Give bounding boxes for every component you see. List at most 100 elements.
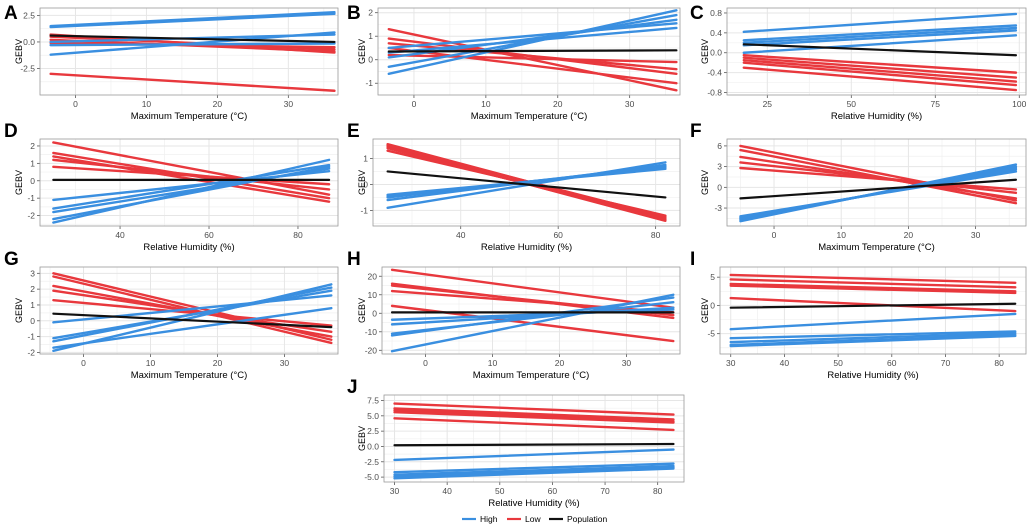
x-axis-label: Maximum Temperature (°C): [131, 370, 248, 381]
y-tick-label: -0.4: [707, 68, 722, 78]
series-line-high: [742, 12, 1018, 34]
y-tick-label: -5.0: [364, 472, 379, 482]
series-line-high: [742, 29, 1018, 47]
series-line-low: [393, 417, 675, 432]
panel-a: A 0 10 20 30 2.5 0.0 -2.5 Maximum Temperature (°…: [4, 3, 339, 122]
y-tick-label: 0: [30, 176, 35, 186]
x-tick-label: 60: [204, 230, 214, 240]
x-tick-label: 70: [600, 486, 610, 496]
x-axis-label: Relative Humidity (%): [831, 111, 922, 122]
x-tick-label: 30: [971, 230, 981, 240]
panel-j: J 30 40 50 60 70 80 7.5 5.0 2.5 0.0 -2.5 -5.0 Relativ…: [347, 377, 685, 509]
plot-frame: [377, 7, 681, 96]
series-line-high: [393, 467, 675, 480]
x-tick-label: 40: [780, 358, 790, 368]
plot-frame: [726, 7, 1027, 96]
y-axis-label: GEBV: [700, 298, 710, 323]
x-tick-label: 75: [931, 99, 941, 109]
y-tick-label: -2: [27, 347, 35, 357]
y-tick-label: -3: [714, 203, 722, 213]
x-tick-label: 25: [763, 99, 773, 109]
panel-label: I: [690, 249, 695, 270]
series-line-high: [49, 42, 336, 47]
x-tick-label: 60: [887, 358, 897, 368]
series-line-high: [729, 312, 1017, 331]
y-tick-label: -2.5: [364, 457, 379, 467]
y-tick-label: 6: [717, 141, 722, 151]
x-tick-label: 10: [488, 358, 498, 368]
y-tick-label: -10: [365, 327, 378, 337]
y-tick-label: 3: [717, 162, 722, 172]
series-line-population: [742, 43, 1018, 57]
x-tick-label: 80: [293, 230, 303, 240]
series-line-low: [393, 407, 675, 421]
x-tick-label: 10: [142, 99, 152, 109]
x-axis-label: Relative Humidity (%): [143, 242, 234, 253]
panel-c: C 25 50 75 100 0.8 0.4 0.0 -0.4 -0.8 Relative Humi…: [690, 3, 1027, 122]
plot-frame: [39, 7, 339, 96]
panel-h: H 0 10 20 30 20 10 0 -10 -20 Maximum Temperature (…: [347, 249, 681, 381]
x-tick-label: 40: [442, 486, 452, 496]
series-line-population: [387, 49, 678, 53]
series-line-high: [393, 466, 675, 478]
x-tick-label: 10: [146, 358, 156, 368]
x-tick-label: 0: [412, 99, 417, 109]
series-line-low: [387, 53, 678, 64]
x-axis-label: Relative Humidity (%): [481, 242, 572, 253]
plot-frame: [372, 138, 681, 227]
y-tick-label: 0: [717, 182, 722, 192]
series-line-low: [387, 46, 678, 85]
y-tick-label: -2: [27, 211, 35, 221]
plot-frame: [719, 266, 1027, 355]
x-tick-label: 60: [553, 230, 563, 240]
y-tick-label: 0.0: [367, 441, 379, 451]
y-axis-label: GEBV: [14, 39, 24, 64]
y-tick-label: 1: [368, 31, 373, 41]
series-line-high: [52, 306, 333, 349]
y-tick-label: -1: [27, 332, 35, 342]
x-tick-label: 40: [115, 230, 125, 240]
y-tick-label: 5.0: [367, 411, 379, 421]
y-tick-label: -20: [365, 345, 378, 355]
y-axis-label: GEBV: [357, 39, 367, 64]
legend-item-high: High: [462, 514, 498, 524]
series-line-high: [393, 464, 675, 476]
x-tick-label: 30: [726, 358, 736, 368]
y-tick-label: 0: [368, 55, 373, 65]
x-tick-label: 20: [555, 358, 565, 368]
series-line-low: [739, 166, 1018, 191]
y-tick-label: 3: [30, 268, 35, 278]
y-tick-label: -2.5: [20, 63, 35, 73]
panel-label: A: [4, 3, 18, 24]
series-line-low: [742, 66, 1018, 92]
plot-frame: [39, 266, 339, 355]
y-tick-label: 20: [368, 271, 378, 281]
y-tick-label: -0.8: [707, 88, 722, 98]
x-tick-label: 100: [1012, 99, 1026, 109]
y-tick-label: 7.5: [367, 396, 379, 406]
y-tick-label: -5: [707, 329, 715, 339]
x-tick-label: 50: [495, 486, 505, 496]
legend-item-low: Low: [507, 514, 541, 524]
x-tick-label: 30: [284, 99, 294, 109]
y-tick-label: -1: [27, 193, 35, 203]
series-line-low: [52, 141, 331, 196]
series-line-low: [52, 165, 331, 186]
x-tick-label: 10: [836, 230, 846, 240]
series-line-low: [390, 289, 675, 314]
plot-frame: [726, 138, 1027, 227]
series-line-high: [729, 334, 1017, 348]
series-line-population: [49, 34, 336, 44]
series-line-low: [52, 299, 333, 327]
y-axis-label: GEBV: [357, 426, 367, 451]
series-line-high: [390, 300, 675, 335]
y-axis-label: GEBV: [357, 298, 367, 323]
y-axis-label: GEBV: [700, 39, 710, 64]
legend-item-population: Population: [549, 514, 607, 524]
y-tick-label: -1: [360, 205, 368, 215]
x-tick-label: 30: [622, 358, 632, 368]
legend-label: High: [480, 514, 498, 524]
y-tick-label: 2.5: [367, 426, 379, 436]
